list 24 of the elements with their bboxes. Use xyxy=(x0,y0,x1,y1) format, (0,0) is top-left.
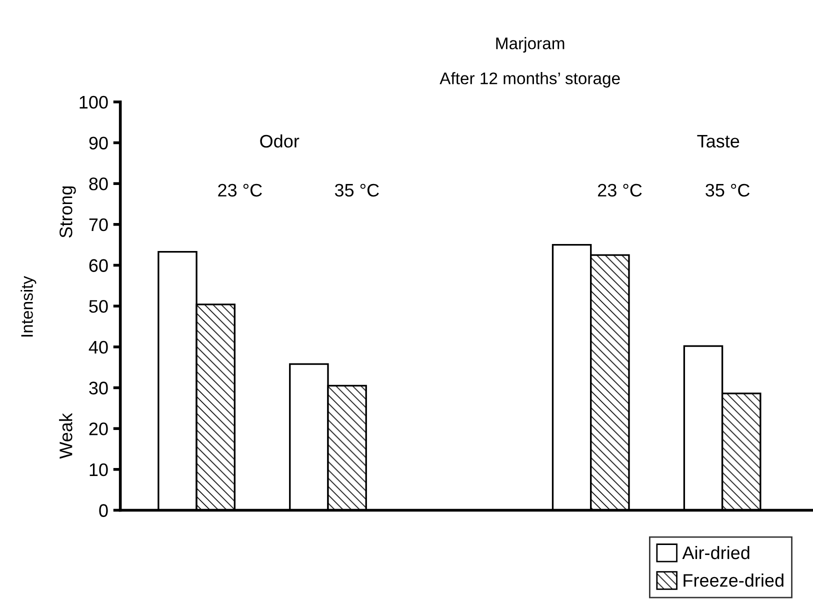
y-tick-label: 70 xyxy=(89,218,108,232)
annotation: Taste xyxy=(697,135,740,148)
chart-title: Marjoram xyxy=(496,37,564,53)
y-tick-label: 10 xyxy=(90,463,108,476)
text: Strong xyxy=(60,186,76,238)
y-tick-label: 100 xyxy=(80,96,108,109)
y-tick-label: 90 xyxy=(89,136,108,150)
annotation: 23 °C xyxy=(218,184,262,197)
legend-label: Freeze-dried xyxy=(684,574,784,587)
y-axis-title: Intensity xyxy=(20,276,36,336)
y-tick-label: 40 xyxy=(88,340,108,354)
y-tick-label: 50 xyxy=(89,300,108,313)
chart-subtitle: After 12 months’ storage xyxy=(440,72,620,88)
annotation: Odor xyxy=(260,134,300,148)
legend-label: Air-dried xyxy=(682,546,750,560)
y-tick-label: 0 xyxy=(99,504,108,517)
annotation: 23 °C xyxy=(598,184,642,197)
y-tick-label: 30 xyxy=(89,382,108,394)
text: Weak xyxy=(59,412,72,459)
y-tick-label: 80 xyxy=(89,178,108,190)
annotation: 35 °C xyxy=(706,184,750,197)
y-tick-label: 60 xyxy=(89,259,108,272)
y-tick-label: 20 xyxy=(89,422,108,436)
annotation: 35 °C xyxy=(334,184,379,197)
